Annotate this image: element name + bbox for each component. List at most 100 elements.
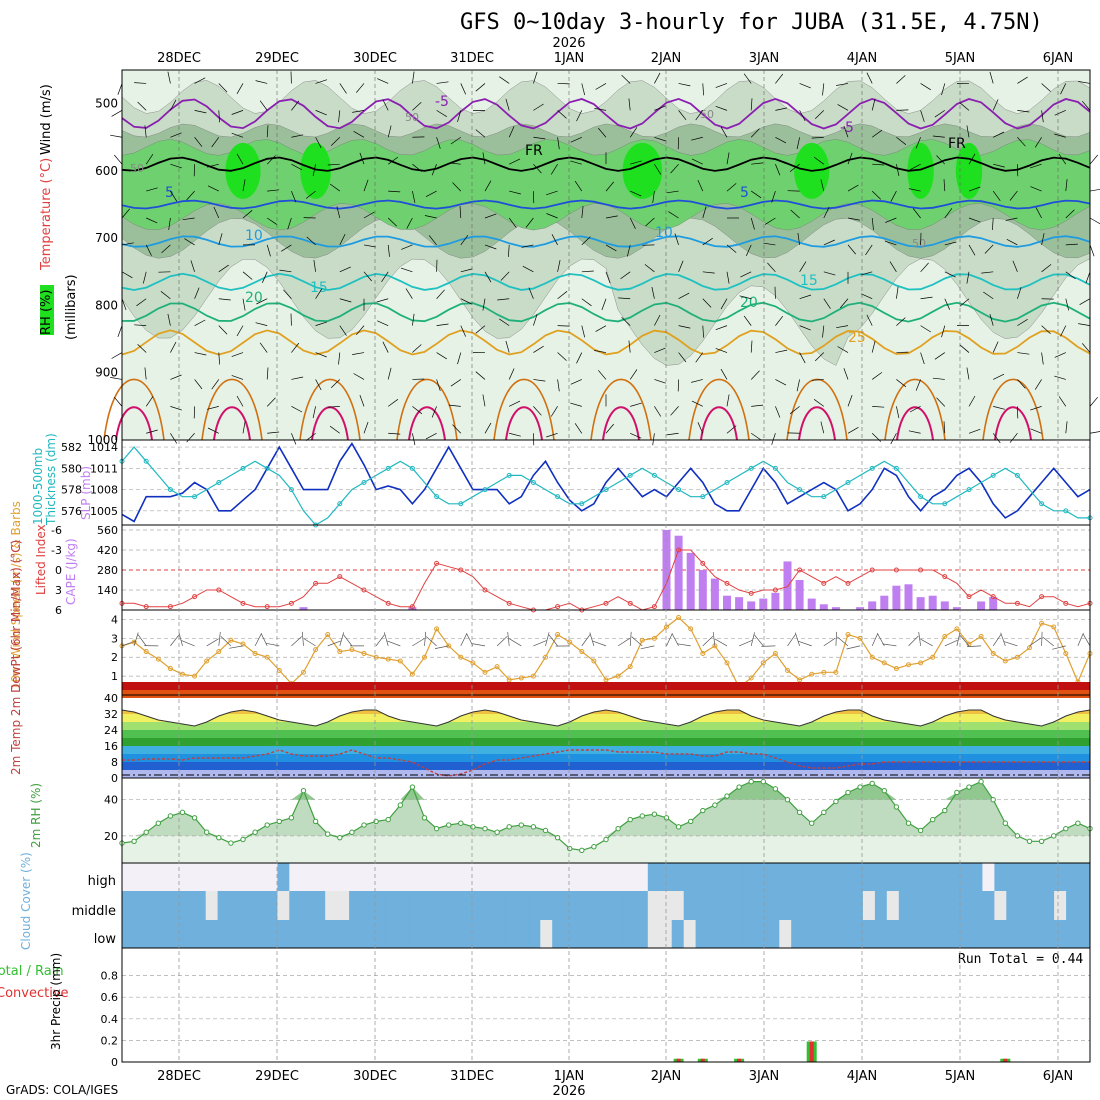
wind-barb <box>837 346 849 353</box>
wind-barb <box>630 432 642 439</box>
wind-barb <box>359 394 365 407</box>
isotherm-label: -5 <box>840 120 854 136</box>
wind-barb <box>820 421 825 434</box>
cloud-cell-low <box>217 920 231 948</box>
wind-barb <box>920 325 931 333</box>
cloud-cell-middle <box>803 891 816 920</box>
cloud-cell-low <box>635 920 649 948</box>
wind-barb <box>1089 154 1098 165</box>
cloud-cell-high <box>743 863 756 891</box>
wind-barb <box>557 137 560 150</box>
wind-barb <box>459 205 462 219</box>
wind-barb <box>1030 186 1042 192</box>
wind-speed-point <box>906 662 911 668</box>
wind-barb <box>315 379 322 391</box>
cloud-cell-low <box>504 920 517 948</box>
cloud-cell-middle <box>1066 891 1079 920</box>
thickness-point <box>337 501 343 507</box>
ylabel-temperature: Temperature (°C) <box>39 158 54 271</box>
wind-speed-point <box>797 677 803 683</box>
rh-bright-cell <box>300 142 331 199</box>
wind-barb <box>966 367 970 380</box>
rh-point <box>191 815 198 821</box>
cloud-cell-high <box>815 863 828 891</box>
cloud-cell-middle <box>982 891 995 920</box>
cloud-cell-low <box>719 920 732 948</box>
thickness-point <box>579 501 585 507</box>
wind-barb <box>315 288 323 299</box>
isotherm-35-loop <box>798 406 836 441</box>
wind-barb <box>194 137 203 147</box>
wind-speed-point <box>482 669 488 675</box>
wind-barb <box>1065 243 1078 246</box>
cloud-cell-low <box>408 920 422 948</box>
rh-area-high <box>122 781 1090 800</box>
wind-speed-point <box>301 669 306 675</box>
wind-barb <box>121 242 134 246</box>
wind-speed-point <box>591 658 597 664</box>
ylabel-wind: Wind (m/s) <box>39 84 54 155</box>
rh-point <box>1038 838 1045 844</box>
isotherm-30-loop <box>982 378 1044 441</box>
wind-barb-10m <box>496 636 508 647</box>
cloud-cell-middle <box>886 891 900 920</box>
wind-barb-10m <box>343 634 353 647</box>
wind-speed-point <box>724 660 730 666</box>
cloud-cell-high <box>671 863 685 891</box>
wind-barb-10m <box>589 632 595 646</box>
wind-barb-10m <box>383 632 389 646</box>
temp-color-band <box>122 682 1090 690</box>
wind-tick-label: 2 <box>111 651 118 664</box>
thickness-point <box>216 480 222 485</box>
wind-barb <box>861 293 873 300</box>
thickness-point <box>990 472 996 478</box>
wind-barb <box>843 125 849 138</box>
wind-barb <box>266 244 271 257</box>
lifted-index-point <box>1063 600 1069 606</box>
cloud-cell-middle <box>468 891 482 920</box>
precip-tick-label: 0 <box>111 1056 118 1069</box>
rh-point <box>627 816 633 823</box>
wind-barb <box>460 234 469 246</box>
cloud-cell-middle <box>946 891 960 920</box>
ylabel-precip-mm: 3hr Precip (mm) <box>49 953 63 1050</box>
wind-barb <box>425 190 437 198</box>
isotherm-30-loop <box>396 378 458 441</box>
wind-barb <box>1065 209 1075 219</box>
isotherm-label: 10 <box>655 225 673 241</box>
wind-barb <box>452 182 462 192</box>
cloud-cell-middle <box>432 891 446 920</box>
rh-point <box>748 778 754 785</box>
cloud-cell-low <box>480 920 493 948</box>
wind-barb <box>652 191 655 204</box>
wind-barb <box>968 395 976 407</box>
wind-speed-point <box>1002 658 1008 664</box>
cloud-cell-middle <box>1030 891 1043 920</box>
wind-barb <box>654 136 666 142</box>
wind-barb <box>339 325 347 336</box>
wind-barb <box>1009 190 1018 201</box>
rh-point <box>917 827 924 834</box>
cape-tick-label: 420 <box>97 544 118 557</box>
wind-barb <box>909 406 921 413</box>
cloud-cell-middle <box>1078 891 1091 920</box>
cloud-cell-high <box>1006 863 1019 891</box>
cloud-cell-middle <box>169 891 183 920</box>
isotherm-30-loop <box>493 378 555 441</box>
cloud-cell-high <box>982 863 995 891</box>
wind-barb-10m <box>206 638 219 647</box>
wind-barb <box>959 102 970 111</box>
wind-10m-panel: 1 2 3 4 10m Wind Speed (m/s) & Barbs <box>9 501 1093 690</box>
wind-barb <box>533 314 538 326</box>
wind-barb <box>259 100 268 111</box>
cloud-level-label: middle <box>72 904 116 919</box>
wind-barb <box>796 137 800 150</box>
wind-barb <box>312 164 316 176</box>
wind-barb <box>170 190 178 202</box>
wind-barb <box>860 271 873 276</box>
cloud-cell-low <box>874 920 888 948</box>
cloud-cell-high <box>934 863 948 891</box>
cloud-cell-middle <box>157 891 171 920</box>
wind-barb <box>363 179 369 192</box>
wind-barb <box>959 344 970 353</box>
